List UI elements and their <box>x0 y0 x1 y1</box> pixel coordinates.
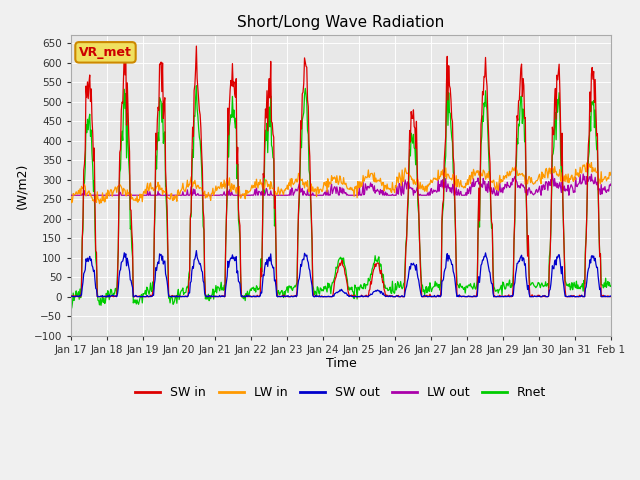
Y-axis label: (W/m2): (W/m2) <box>15 162 28 209</box>
Text: VR_met: VR_met <box>79 46 132 59</box>
Legend: SW in, LW in, SW out, LW out, Rnet: SW in, LW in, SW out, LW out, Rnet <box>131 382 552 405</box>
X-axis label: Time: Time <box>326 358 356 371</box>
Title: Short/Long Wave Radiation: Short/Long Wave Radiation <box>237 15 445 30</box>
